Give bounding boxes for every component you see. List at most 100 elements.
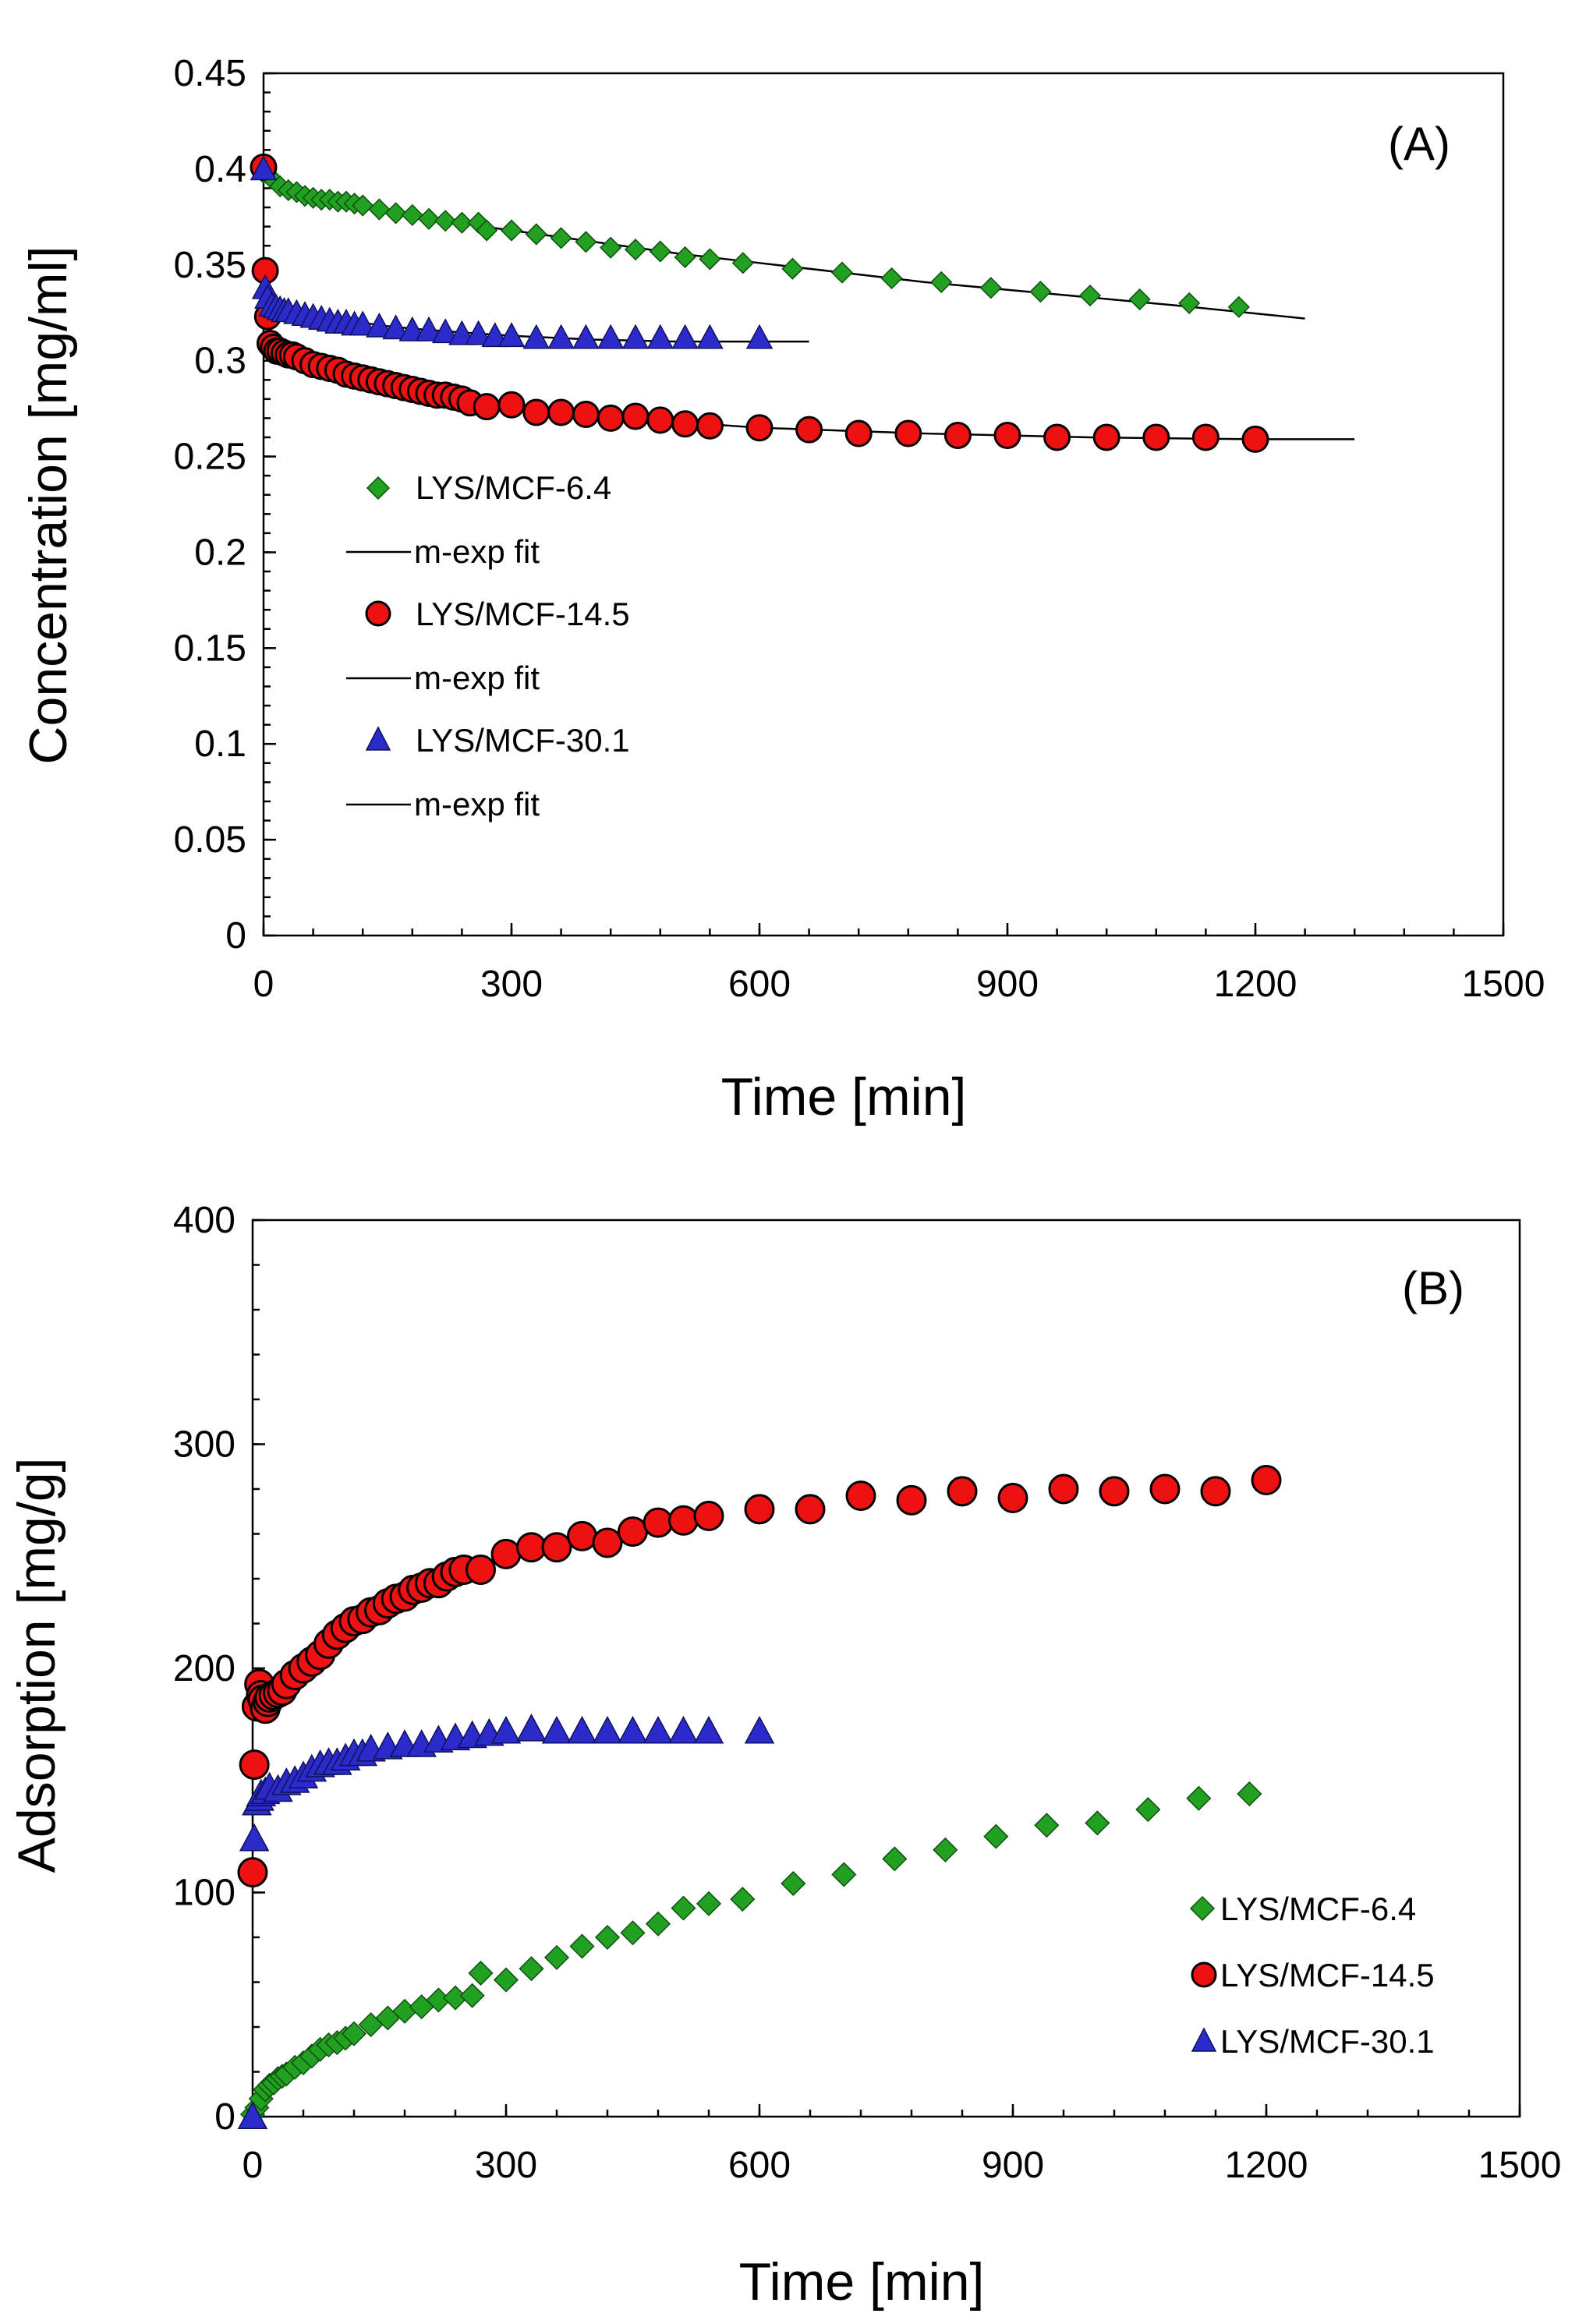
legend-label-lys-mcf-6-4: LYS/MCF-6.4 <box>416 469 611 506</box>
data-point-lys-mcf-6-4 <box>1186 1785 1212 1811</box>
panel-b-series-lys-mcf-6-4 <box>239 1781 1262 2128</box>
data-point-lys-mcf-6-4 <box>880 267 903 290</box>
legend-label-fit-3: m-exp fit <box>414 786 540 822</box>
panel-b-y-tick-label: 300 <box>173 1424 235 1466</box>
data-point-lys-mcf-14-5 <box>643 1507 674 1538</box>
data-point-lys-mcf-30-1 <box>596 324 625 349</box>
panel-a-plot-frame <box>262 72 1505 937</box>
data-point-lys-mcf-14-5 <box>1099 1476 1130 1507</box>
data-point-lys-mcf-6-4 <box>500 219 523 242</box>
data-point-lys-mcf-6-4 <box>1135 1797 1161 1823</box>
data-point-lys-mcf-6-4 <box>930 271 953 293</box>
data-point-lys-mcf-14-5 <box>943 422 972 450</box>
legend-label-lys-mcf-30-1: LYS/MCF-30.1 <box>416 722 630 759</box>
data-point-lys-mcf-14-5 <box>592 1527 623 1558</box>
panel-a-series-lys-mcf-14-5 <box>250 153 1269 453</box>
data-point-lys-mcf-30-1 <box>250 155 278 181</box>
panel-a-y-tick-label: 0.3 <box>194 341 246 382</box>
legend-b-marker-lys-mcf-30-1 <box>1191 2027 1217 2052</box>
panel-a-x-tick-label: 1500 <box>1462 964 1545 1005</box>
data-point-lys-mcf-6-4 <box>781 1870 806 1897</box>
panel-a-ticks: 0 0.05 0.1 0.15 0.2 0.25 0.3 0.35 0.4 0.45 0 300 600… <box>174 53 1545 1005</box>
panel-b-x-tick-label: 900 <box>982 2145 1044 2186</box>
panel-a-series-lys-mcf-6-4 <box>252 161 1250 318</box>
data-point-lys-mcf-14-5 <box>522 398 550 426</box>
data-point-lys-mcf-6-4 <box>620 1920 646 1946</box>
panel-a-y-tick-label: 0.45 <box>174 53 246 94</box>
data-point-lys-mcf-6-4 <box>1227 295 1250 318</box>
data-point-lys-mcf-6-4 <box>476 219 498 242</box>
panel-b-ticks: 0 100 200 300 400 0 300 600 900 1200 1500 <box>173 1200 1561 2186</box>
data-point-lys-mcf-6-4 <box>781 257 804 280</box>
data-point-lys-mcf-6-4 <box>525 223 547 246</box>
data-point-lys-mcf-30-1 <box>382 314 409 340</box>
legend-b-label-lys-mcf-6-4: LYS/MCF-6.4 <box>1220 1891 1416 1927</box>
panel-b-x-tick-label: 300 <box>475 2145 537 2186</box>
data-point-lys-mcf-6-4 <box>543 1944 570 1970</box>
legend-b-label-lys-mcf-30-1: LYS/MCF-30.1 <box>1220 2023 1435 2060</box>
data-point-lys-mcf-30-1 <box>398 316 427 341</box>
data-point-lys-mcf-30-1 <box>671 324 699 349</box>
data-point-lys-mcf-30-1 <box>415 316 443 341</box>
data-point-lys-mcf-6-4 <box>979 277 1002 299</box>
data-point-lys-mcf-14-5 <box>671 410 699 438</box>
data-point-lys-mcf-14-5 <box>572 400 600 428</box>
data-point-lys-mcf-14-5 <box>239 1749 270 1781</box>
data-point-lys-mcf-6-4 <box>671 1895 696 1921</box>
data-point-lys-mcf-14-5 <box>997 1483 1028 1513</box>
legend-label-fit-1: m-exp fit <box>414 533 540 570</box>
data-point-lys-mcf-6-4 <box>731 252 754 274</box>
data-point-lys-mcf-14-5 <box>466 1555 496 1585</box>
legend-label-fit-2: m-exp fit <box>414 660 540 696</box>
data-point-lys-mcf-14-5 <box>795 1494 826 1525</box>
data-point-lys-mcf-30-1 <box>668 1715 699 1744</box>
panel-a: 0 0.05 0.1 0.15 0.2 0.25 0.3 0.35 0.4 0.45 0 300 600… <box>19 53 1545 1127</box>
panel-a-x-tick-label: 600 <box>728 964 791 1005</box>
legend-marker-lys-mcf-14-5 <box>365 600 391 627</box>
panel-b-x-tick-label: 600 <box>728 2145 791 2186</box>
data-point-lys-mcf-30-1 <box>465 320 492 345</box>
panel-a-x-tick-label: 0 <box>253 964 274 1005</box>
data-point-lys-mcf-6-4 <box>624 239 647 261</box>
legend-marker-lys-mcf-30-1 <box>365 726 391 751</box>
data-point-lys-mcf-6-4 <box>550 227 572 249</box>
data-point-lys-mcf-14-5 <box>473 393 501 421</box>
data-point-lys-mcf-14-5 <box>646 406 674 434</box>
data-point-lys-mcf-30-1 <box>592 1715 623 1744</box>
data-point-lys-mcf-14-5 <box>237 1857 268 1888</box>
data-point-lys-mcf-14-5 <box>1241 425 1269 453</box>
data-point-lys-mcf-30-1 <box>693 1715 724 1744</box>
data-point-lys-mcf-30-1 <box>497 322 526 348</box>
panel-a-legend: LYS/MCF-6.4 m-exp fit LYS/MCF-14.5 m-exp… <box>346 469 630 822</box>
panel-a-y-tick-label: 0.4 <box>194 149 246 190</box>
data-point-lys-mcf-14-5 <box>947 1476 978 1507</box>
data-point-lys-mcf-14-5 <box>618 1516 648 1548</box>
data-point-lys-mcf-14-5 <box>541 1532 572 1563</box>
panel-a-y-tick-label: 0.15 <box>174 628 246 669</box>
data-point-lys-mcf-30-1 <box>643 1715 674 1744</box>
data-point-lys-mcf-30-1 <box>745 324 773 349</box>
data-point-lys-mcf-6-4 <box>674 246 696 269</box>
data-point-lys-mcf-6-4 <box>352 194 374 217</box>
data-point-lys-mcf-14-5 <box>596 404 625 432</box>
data-point-lys-mcf-14-5 <box>744 1494 775 1525</box>
panel-a-y-tick-label: 0.1 <box>194 723 246 765</box>
data-point-lys-mcf-14-5 <box>668 1505 699 1536</box>
data-point-lys-mcf-6-4 <box>933 1837 958 1862</box>
panel-a-data-marks <box>250 153 1269 453</box>
panel-a-x-tick-label: 1200 <box>1214 964 1297 1005</box>
data-point-lys-mcf-14-5 <box>993 422 1021 450</box>
data-point-lys-mcf-30-1 <box>366 312 393 338</box>
data-point-lys-mcf-6-4 <box>594 1924 621 1951</box>
data-point-lys-mcf-30-1 <box>237 2101 268 2130</box>
data-point-lys-mcf-30-1 <box>490 1715 522 1744</box>
panel-b-label: (B) <box>1402 1262 1464 1314</box>
data-point-lys-mcf-6-4 <box>699 248 721 271</box>
legend-b-marker-lys-mcf-6-4 <box>1189 1895 1216 1922</box>
data-point-lys-mcf-6-4 <box>1178 292 1201 314</box>
data-point-lys-mcf-30-1 <box>481 322 509 348</box>
panel-a-y-tick-label: 0 <box>225 915 246 957</box>
data-point-lys-mcf-30-1 <box>646 324 674 349</box>
data-point-lys-mcf-6-4 <box>696 1891 722 1916</box>
